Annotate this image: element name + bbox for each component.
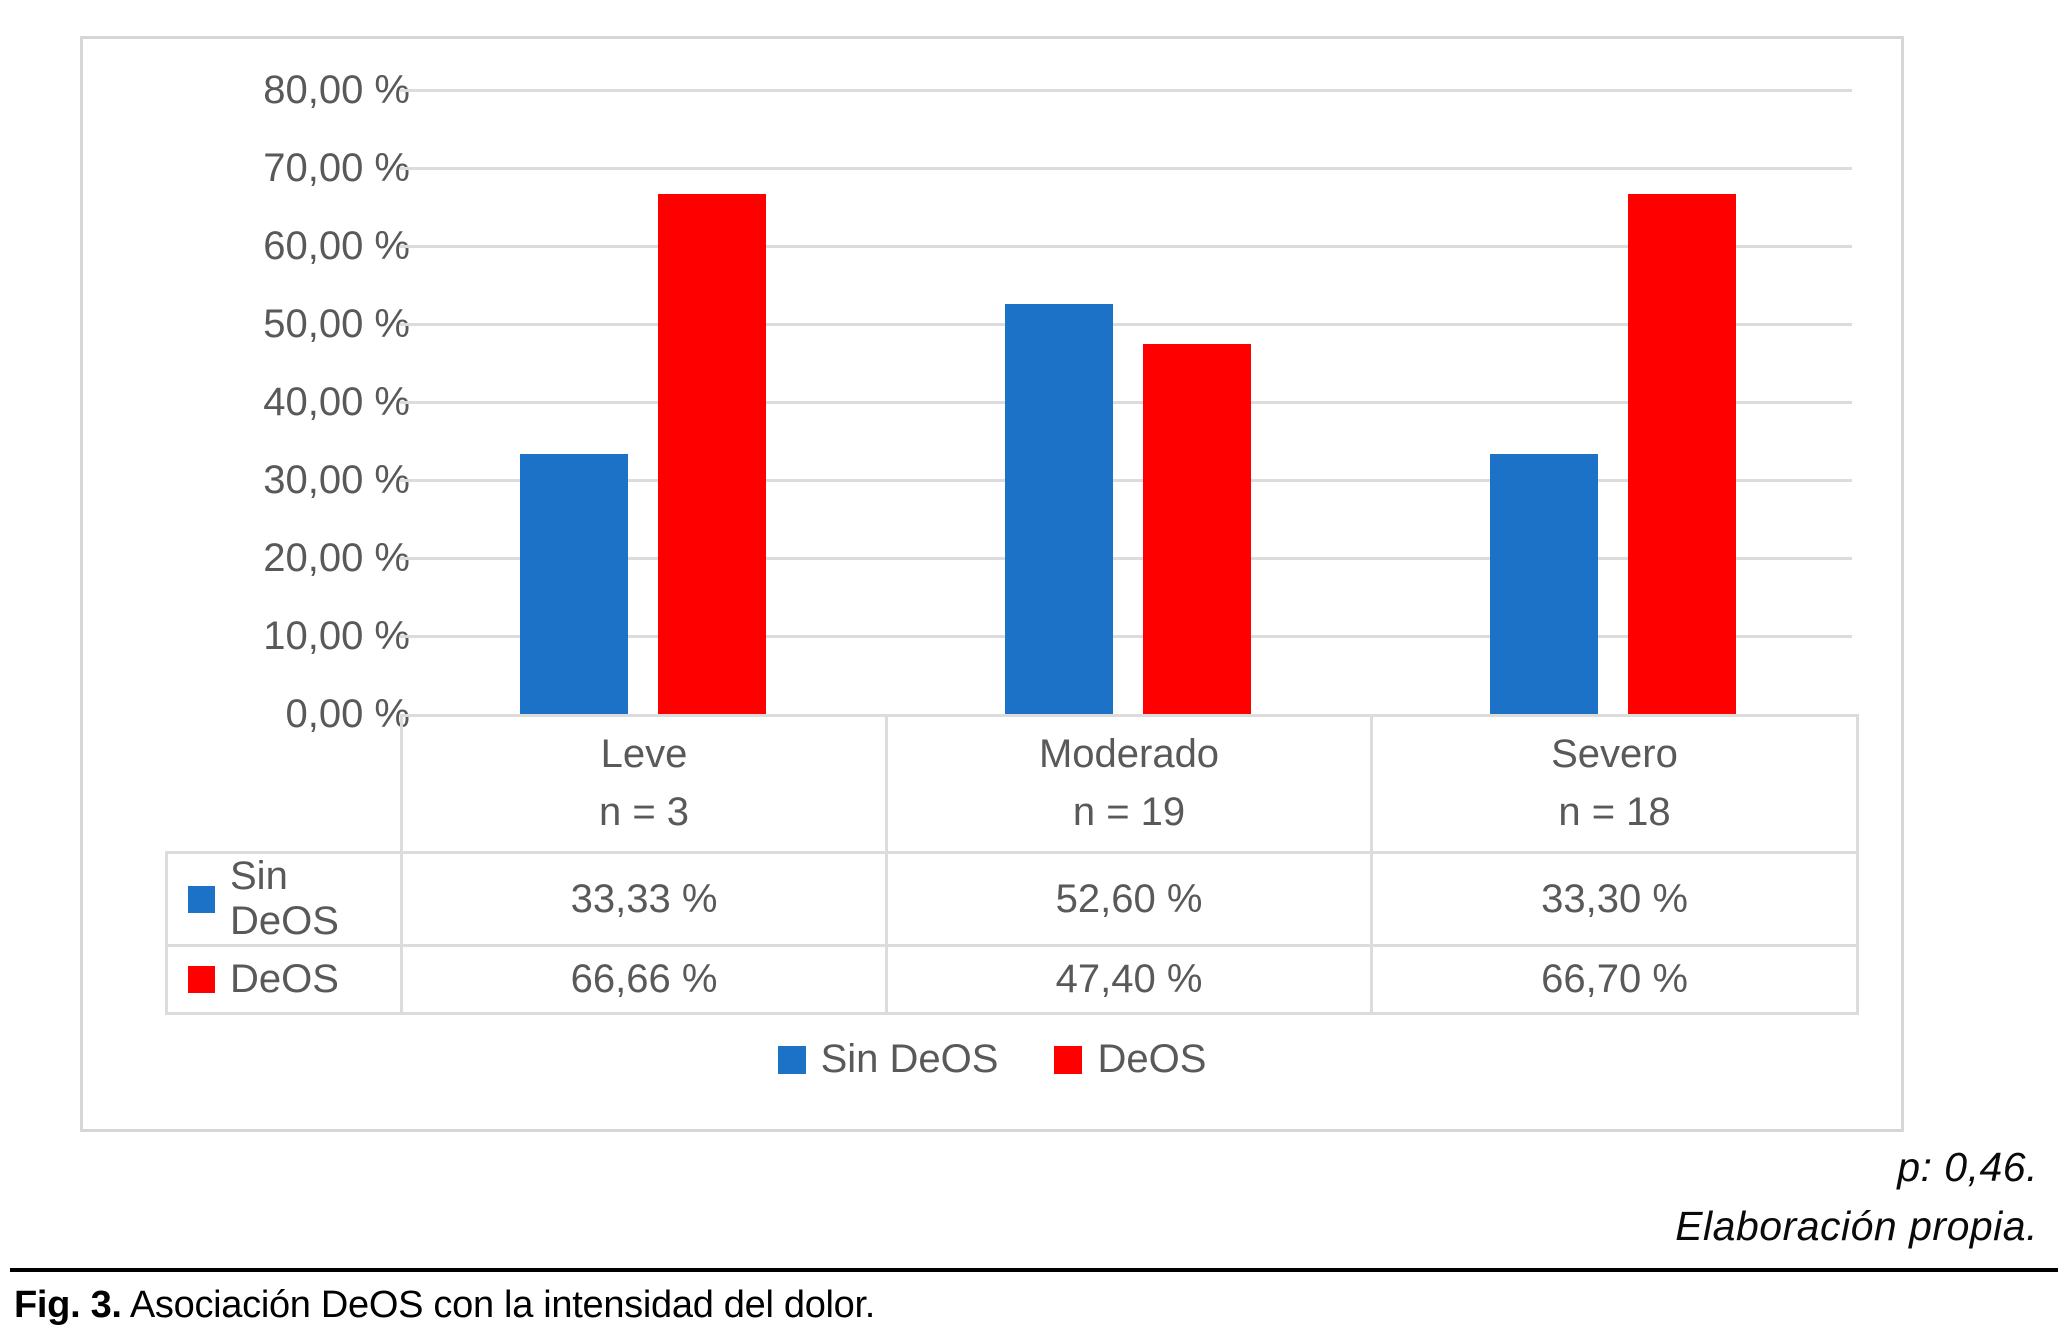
caption-label: Fig. 3. [14,1284,122,1326]
bar-deos-leve [657,194,766,714]
bar-sin-deos-severo [1490,454,1599,714]
sin-deos-swatch-icon [188,885,215,913]
category-n-label: n = 3 [598,790,690,834]
category-slot-moderado [885,90,1370,714]
y-axis-tick-label: 20,00 % [263,536,410,580]
legend-item-sin-deos: Sin DeOS [777,1037,999,1082]
data-table: Leve n = 3 Moderado n = 19 Severo n = 18… [165,714,1859,1015]
gridline [400,245,1852,248]
category-header-moderado: Moderado n = 19 [885,714,1373,854]
gridline [400,479,1852,482]
gridline [400,635,1852,638]
plot-area [400,90,1856,714]
legend-item-deos: DeOS [1054,1037,1206,1082]
series-row-header-deos: DeOS [165,944,403,1015]
bar-sin-deos-leve [519,454,628,714]
figure-annotations: p: 0,46. Elaboración propia. [1675,1138,2038,1256]
value-cell: 33,30 % [1370,851,1859,947]
gridline [400,557,1852,560]
value-cell: 33,33 % [400,851,888,947]
y-axis-tick-label: 30,00 % [263,458,410,502]
deos-swatch-icon [188,966,215,993]
y-axis-tick-label: 10,00 % [263,614,410,658]
category-n-label: n = 19 [1072,790,1186,834]
caption-text: Asociación DeOS con la intensidad del do… [121,1284,876,1326]
bar-deos-moderado [1142,344,1251,714]
y-axis-tick-label: 80,00 % [263,68,410,112]
y-axis-tick-label: 70,00 % [263,146,410,190]
deos-legend-swatch-icon [1054,1045,1083,1074]
category-label: Severo [1551,732,1678,776]
category-header-severo: Severo n = 18 [1370,714,1859,854]
bar-deos-severo [1628,193,1737,714]
legend-label: DeOS [1097,1037,1207,1081]
gridline [400,401,1852,404]
source-annotation: Elaboración propia. [1675,1203,2038,1249]
legend-label: Sin DeOS [820,1037,999,1081]
value-cell: 47,40 % [885,944,1373,1015]
chart-panel: 80,00 % 70,00 % 60,00 % 50,00 % 40,00 % 30,00… [80,36,1904,1132]
gridline [400,167,1852,170]
category-slot-leve [400,90,885,714]
series-row-header-sin-deos: Sin DeOS [165,851,403,947]
gridline [400,89,1852,92]
category-n-label: n = 18 [1558,790,1671,834]
sin-deos-legend-swatch-icon [777,1045,806,1074]
category-label: Moderado [1038,732,1220,776]
y-axis-tick-label: 40,00 % [263,380,410,424]
table-corner-cell [166,715,403,854]
category-label: Leve [600,732,688,776]
p-value-annotation: p: 0,46. [1897,1144,2038,1190]
chart-legend: Sin DeOS DeOS [83,1037,1901,1082]
caption-divider [10,1268,2058,1272]
bar-sin-deos-moderado [1004,303,1113,714]
value-cell: 66,66 % [400,944,888,1015]
category-slot-severo [1371,90,1856,714]
y-axis-tick-label: 50,00 % [263,302,410,346]
series-name: DeOS [230,957,339,1001]
y-axis-tick-label: 60,00 % [263,224,410,268]
figure-caption: Fig. 3. Asociación DeOS con la intensida… [14,1284,875,1327]
value-cell: 52,60 % [885,851,1373,947]
gridline [400,323,1852,326]
category-header-leve: Leve n = 3 [400,714,888,854]
value-cell: 66,70 % [1370,944,1859,1015]
series-name: Sin DeOS [230,854,339,943]
